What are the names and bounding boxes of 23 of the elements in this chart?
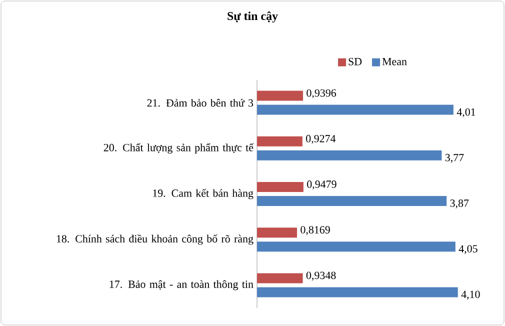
data-label: 3,77 [445,154,464,163]
data-label: 0,8169 [300,226,330,236]
bar [257,136,302,146]
data-label: 0,9274 [306,134,336,144]
data-label: 0,9479 [307,180,336,190]
legend-label: SD [348,58,362,66]
y-tick-label: 20. Chất lượng sản phẩm thực tế [104,143,254,154]
data-label: 4,01 [456,108,476,118]
y-tick-label: 19. Cam kết bán hàng [153,188,254,200]
bar [257,287,458,298]
bar [257,242,456,252]
data-label: 4,10 [461,290,480,300]
y-tick-label: 18. Chính sách điều khoản công bố rõ ràng [56,234,254,245]
chart-title: Sự tin cậy [228,12,278,23]
data-label: 4,05 [458,245,478,254]
data-label: 0,9396 [306,89,336,98]
y-tick-label: 17. Bảo mật - an toàn thông tin [110,280,254,290]
y-tick-label: 21. Đảm bảo bên thứ 3 [147,98,254,107]
data-label: 0,9348 [306,272,336,281]
data-label: 3,87 [450,200,469,208]
legend-label: Mean [382,58,407,66]
bar [257,104,454,115]
bar [257,182,304,192]
